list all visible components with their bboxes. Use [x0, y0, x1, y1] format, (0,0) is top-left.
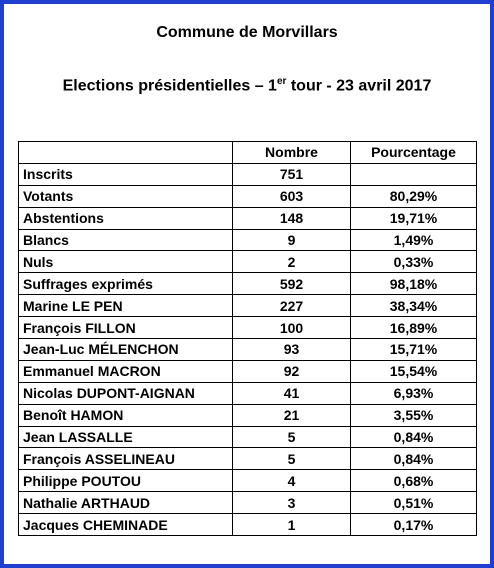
- row: Blancs 9 1,49%: [18, 228, 477, 252]
- cell: Philippe POUTOU: [18, 469, 233, 493]
- cell: 15,54%: [350, 359, 477, 383]
- subtitle-text: tour - 23 avril 2017: [286, 77, 432, 95]
- cell: 3: [232, 491, 351, 515]
- row: Nicolas DUPONT-AIGNAN 41 6,93%: [18, 381, 477, 405]
- cell: 1: [232, 513, 351, 537]
- row: Jean-Luc MÉLENCHON 93 15,71%: [18, 338, 477, 361]
- cell: 5: [232, 425, 351, 449]
- cell: 0,84%: [350, 447, 477, 471]
- cell: 0,84%: [350, 425, 477, 449]
- row: Suffrages exprimés 592 98,18%: [18, 272, 477, 296]
- header-cell: [18, 141, 233, 164]
- header-cell: Pourcentage: [350, 141, 477, 164]
- row: Jacques CHEMINADE 1 0,17%: [18, 513, 477, 537]
- cell: Jean LASSALLE: [18, 425, 233, 449]
- cell: François ASSELINEAU: [18, 447, 233, 471]
- cell: Abstentions: [18, 206, 233, 230]
- cell: Emmanuel MACRON: [18, 359, 233, 383]
- cell: 603: [232, 184, 351, 208]
- cell: 41: [232, 381, 351, 405]
- cell: 80,29%: [350, 184, 477, 208]
- cell: Jean-Luc MÉLENCHON: [18, 338, 233, 361]
- cell: Nuls: [18, 250, 233, 274]
- cell: 38,34%: [350, 294, 477, 318]
- cell: 751: [232, 162, 351, 186]
- row: Benoît HAMON 21 3,55%: [18, 403, 477, 427]
- title: Commune de Morvillars: [156, 24, 338, 41]
- row: Marine LE PEN 227 38,34%: [18, 294, 477, 318]
- cell: Blancs: [18, 228, 233, 252]
- cell: [350, 162, 477, 186]
- cell: 227: [232, 294, 351, 318]
- row: Philippe POUTOU 4 0,68%: [18, 469, 477, 493]
- row: Inscrits 751: [18, 162, 477, 186]
- row: Nathalie ARTHAUD 3 0,51%: [18, 491, 477, 515]
- cell: 0,17%: [350, 513, 477, 537]
- cell: 9: [232, 228, 351, 252]
- cell: Benoît HAMON: [18, 403, 233, 427]
- cell: 93: [232, 338, 351, 361]
- header-row: Nombre Pourcentage: [18, 141, 477, 164]
- cell: 592: [232, 272, 351, 296]
- cell: 5: [232, 447, 351, 471]
- cell: 0,33%: [350, 250, 477, 274]
- row: Emmanuel MACRON 92 15,54%: [18, 359, 477, 383]
- cell: Marine LE PEN: [18, 294, 233, 318]
- cell: 3,55%: [350, 403, 477, 427]
- cell: Inscrits: [18, 162, 233, 186]
- subtitle-sup: er: [276, 76, 287, 87]
- cell: 16,89%: [350, 316, 477, 340]
- header-cell: Nombre: [232, 141, 351, 164]
- cell: Votants: [18, 184, 233, 208]
- cell: 98,18%: [350, 272, 477, 296]
- cell: Jacques CHEMINADE: [18, 513, 233, 537]
- cell: 19,71%: [350, 206, 477, 230]
- row: François FILLON 100 16,89%: [18, 316, 477, 340]
- row: Abstentions 148 19,71%: [18, 206, 477, 230]
- cell: Nathalie ARTHAUD: [18, 491, 233, 515]
- cell: 6,93%: [350, 381, 477, 405]
- cell: 92: [232, 359, 351, 383]
- row: François ASSELINEAU 5 0,84%: [18, 447, 477, 471]
- cell: 4: [232, 469, 351, 493]
- cell: 2: [232, 250, 351, 274]
- cell: 0,51%: [350, 491, 477, 515]
- cell: 1,49%: [350, 228, 477, 252]
- cell: Nicolas DUPONT-AIGNAN: [18, 381, 233, 405]
- row: Jean LASSALLE 5 0,84%: [18, 425, 477, 449]
- cell: Suffrages exprimés: [18, 272, 233, 296]
- cell: 0,68%: [350, 469, 477, 493]
- cell: François FILLON: [18, 316, 233, 340]
- subtitle-text: Elections présidentielles – 1: [62, 77, 277, 95]
- cell: 100: [232, 316, 351, 340]
- cell: 15,71%: [350, 338, 477, 361]
- row: Nuls 2 0,33%: [18, 250, 477, 274]
- cell: 21: [232, 403, 351, 427]
- subtitle: Elections présidentielles – 1er tour - 2…: [4, 76, 490, 95]
- row: Votants 603 80,29%: [18, 184, 477, 208]
- cell: 148: [232, 206, 351, 230]
- results-table: Nombre Pourcentage Inscrits 751 Votants 603 80…: [18, 141, 477, 537]
